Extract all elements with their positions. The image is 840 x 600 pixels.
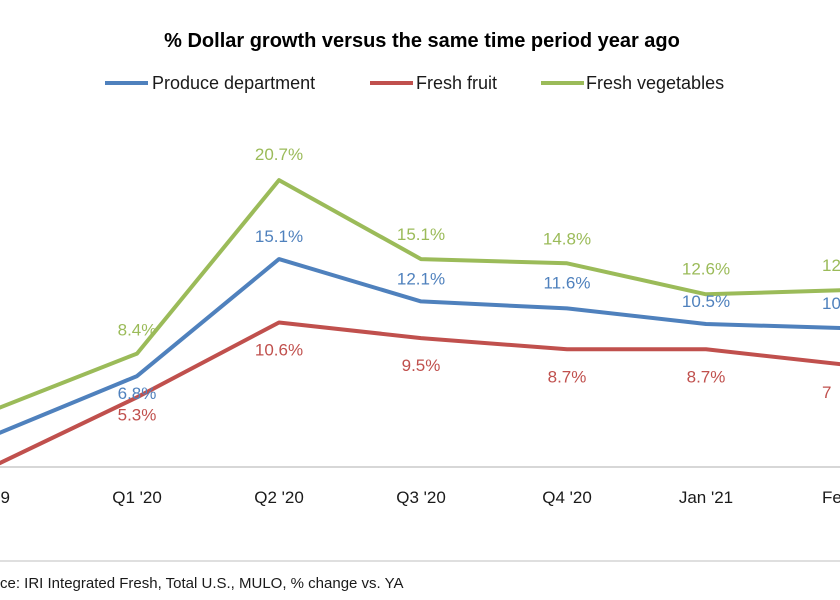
data-label-fresh-vegetables: 12: [822, 256, 840, 275]
series-line-fresh-vegetables: [0, 178, 840, 410]
legend: Produce department Fresh fruit Fresh veget…: [105, 73, 724, 93]
chart-title: % Dollar growth versus the same time per…: [164, 30, 680, 52]
data-label-produce-department: 11.6%: [544, 273, 591, 292]
x-tick-label: Q1 '20: [112, 488, 162, 507]
data-label-fresh-vegetables: 20.7%: [255, 145, 303, 164]
data-label-fresh-vegetables: 8.4%: [118, 321, 157, 340]
x-axis-ticks: 9 Q1 '20 Q2 '20 Q3 '20 Q4 '20 Jan '21 Fe: [1, 488, 840, 507]
series-line-fresh-fruit: [0, 320, 840, 466]
data-label-fresh-vegetables: 15.1%: [397, 225, 445, 244]
legend-label-fresh-vegetables: Fresh vegetables: [586, 73, 724, 93]
legend-label-fresh-fruit: Fresh fruit: [416, 73, 497, 93]
x-tick-label: 9: [1, 488, 10, 507]
x-tick-label: Q3 '20: [396, 488, 446, 507]
data-label-fresh-vegetables: 12.6%: [682, 259, 730, 278]
data-label-fresh-fruit: 8.7%: [548, 367, 587, 386]
x-tick-label: Q4 '20: [542, 488, 592, 507]
x-tick-label: Fe: [822, 488, 840, 507]
source-note: ce: IRI Integrated Fresh, Total U.S., MU…: [0, 575, 404, 592]
data-label-fresh-fruit: 8.7%: [687, 367, 726, 386]
series-lines: [0, 178, 840, 466]
data-label-fresh-fruit: 9.5%: [402, 356, 441, 375]
x-tick-label: Q2 '20: [254, 488, 304, 507]
data-label-produce-department: 6.8%: [118, 384, 157, 403]
data-label-produce-department: 10: [822, 294, 840, 313]
series-line-produce-department: [0, 257, 840, 435]
x-tick-label: Jan '21: [679, 488, 733, 507]
data-label-fresh-fruit: 7: [822, 383, 831, 402]
data-label-fresh-fruit: 5.3%: [118, 405, 157, 424]
data-label-produce-department: 15.1%: [255, 227, 303, 246]
data-label-fresh-fruit: 10.6%: [255, 341, 303, 360]
data-labels: 6.8% 15.1% 12.1% 11.6% 10.5% 10 5.3% 10.6% 9.5% 8…: [118, 145, 840, 424]
data-label-fresh-vegetables: 14.8%: [543, 229, 591, 248]
legend-label-produce-department: Produce department: [152, 73, 315, 93]
data-label-produce-department: 10.5%: [682, 292, 730, 311]
data-label-produce-department: 12.1%: [397, 269, 445, 288]
